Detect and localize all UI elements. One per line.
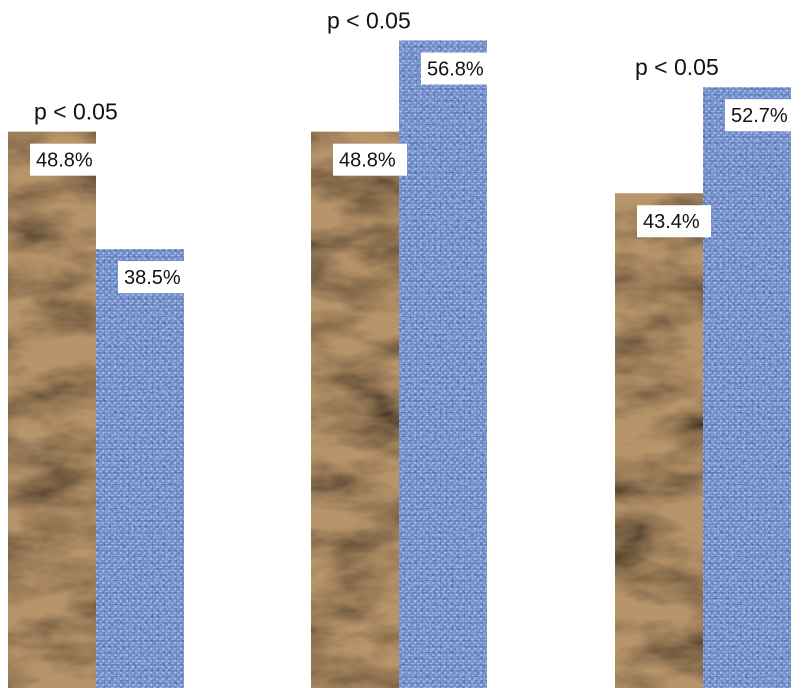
data-label-box [30, 143, 104, 176]
significance-label: p < 0.05 [34, 99, 118, 125]
data-label: 56.8% [427, 58, 484, 80]
data-label: 38.5% [124, 267, 181, 289]
bar-group-3-series-2 [703, 87, 791, 688]
significance-label: p < 0.05 [327, 7, 411, 33]
data-label-box [421, 52, 495, 85]
data-label: 48.8% [339, 150, 396, 172]
data-label: 48.8% [36, 150, 93, 172]
data-label: 43.4% [643, 211, 700, 233]
significance-label: p < 0.05 [635, 54, 719, 80]
bar-group-3-series-1 [615, 193, 703, 688]
data-label: 52.7% [731, 105, 788, 127]
bar-group-1-series-2 [96, 249, 184, 688]
data-label-box [637, 205, 711, 238]
bar-group-1-series-1 [8, 131, 96, 688]
bar-group-2-series-2 [399, 40, 487, 688]
bars-layer [8, 40, 791, 688]
data-label-box [118, 261, 192, 294]
data-label-box [333, 143, 407, 176]
labels-layer: 48.8% 38.5% p < 0.05 48.8% 56.8% p < 0.05 43.4… [30, 7, 799, 294]
bar-group-2-series-1 [311, 131, 399, 688]
data-label-box [725, 99, 799, 132]
